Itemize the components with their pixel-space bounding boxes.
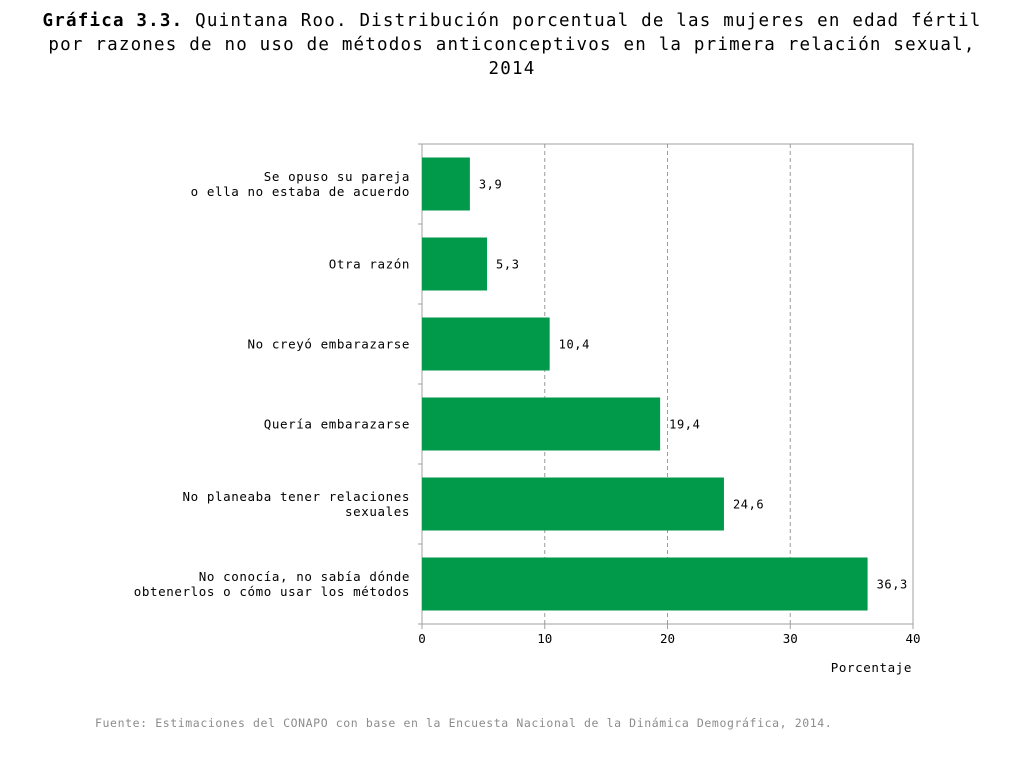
- bar-1: [422, 157, 470, 211]
- category-label-5: sexuales: [345, 504, 410, 519]
- category-label-1: o ella no estaba de acuerdo: [191, 184, 410, 199]
- title-line-1: Gráfica 3.3. Quintana Roo. Distribución …: [40, 9, 984, 33]
- title-line-2: por razones de no uso de métodos anticon…: [48, 35, 976, 79]
- x-tick-label-40: 40: [905, 631, 920, 646]
- title-main-text: Quintana Roo. Distribución porcentual de…: [195, 11, 982, 31]
- value-label-2: 5,3: [496, 258, 519, 272]
- category-label-2: Otra razón: [329, 257, 410, 272]
- title-figure-number: Gráfica 3.3.: [42, 11, 184, 31]
- x-tick-label-10: 10: [537, 631, 552, 646]
- bar-5: [422, 477, 724, 531]
- source-note: Fuente: Estimaciones del CONAPO con base…: [95, 716, 833, 730]
- category-label-5: No planeaba tener relaciones: [182, 489, 410, 504]
- bar-2: [422, 237, 488, 291]
- bar-6: [422, 557, 868, 611]
- category-label-1: Se opuso su pareja: [264, 169, 410, 184]
- x-tick-label-30: 30: [783, 631, 798, 646]
- value-label-3: 10,4: [559, 338, 590, 352]
- category-label-6: No conocía, no sabía dónde: [199, 569, 410, 584]
- bar-4: [422, 397, 661, 451]
- value-label-6: 36,3: [877, 578, 908, 592]
- value-label-4: 19,4: [669, 418, 700, 432]
- bar-3: [422, 317, 550, 371]
- category-label-3: No creyó embarazarse: [247, 337, 410, 352]
- x-axis-label: Porcentaje: [831, 660, 912, 675]
- x-tick-label-0: 0: [418, 631, 426, 646]
- value-label-1: 3,9: [479, 178, 502, 192]
- chart-title: Gráfica 3.3. Quintana Roo. Distribución …: [40, 9, 984, 81]
- x-tick-label-20: 20: [660, 631, 675, 646]
- value-label-5: 24,6: [733, 498, 764, 512]
- category-label-4: Quería embarazarse: [264, 417, 410, 432]
- category-label-6: obtenerlos o cómo usar los métodos: [134, 584, 410, 599]
